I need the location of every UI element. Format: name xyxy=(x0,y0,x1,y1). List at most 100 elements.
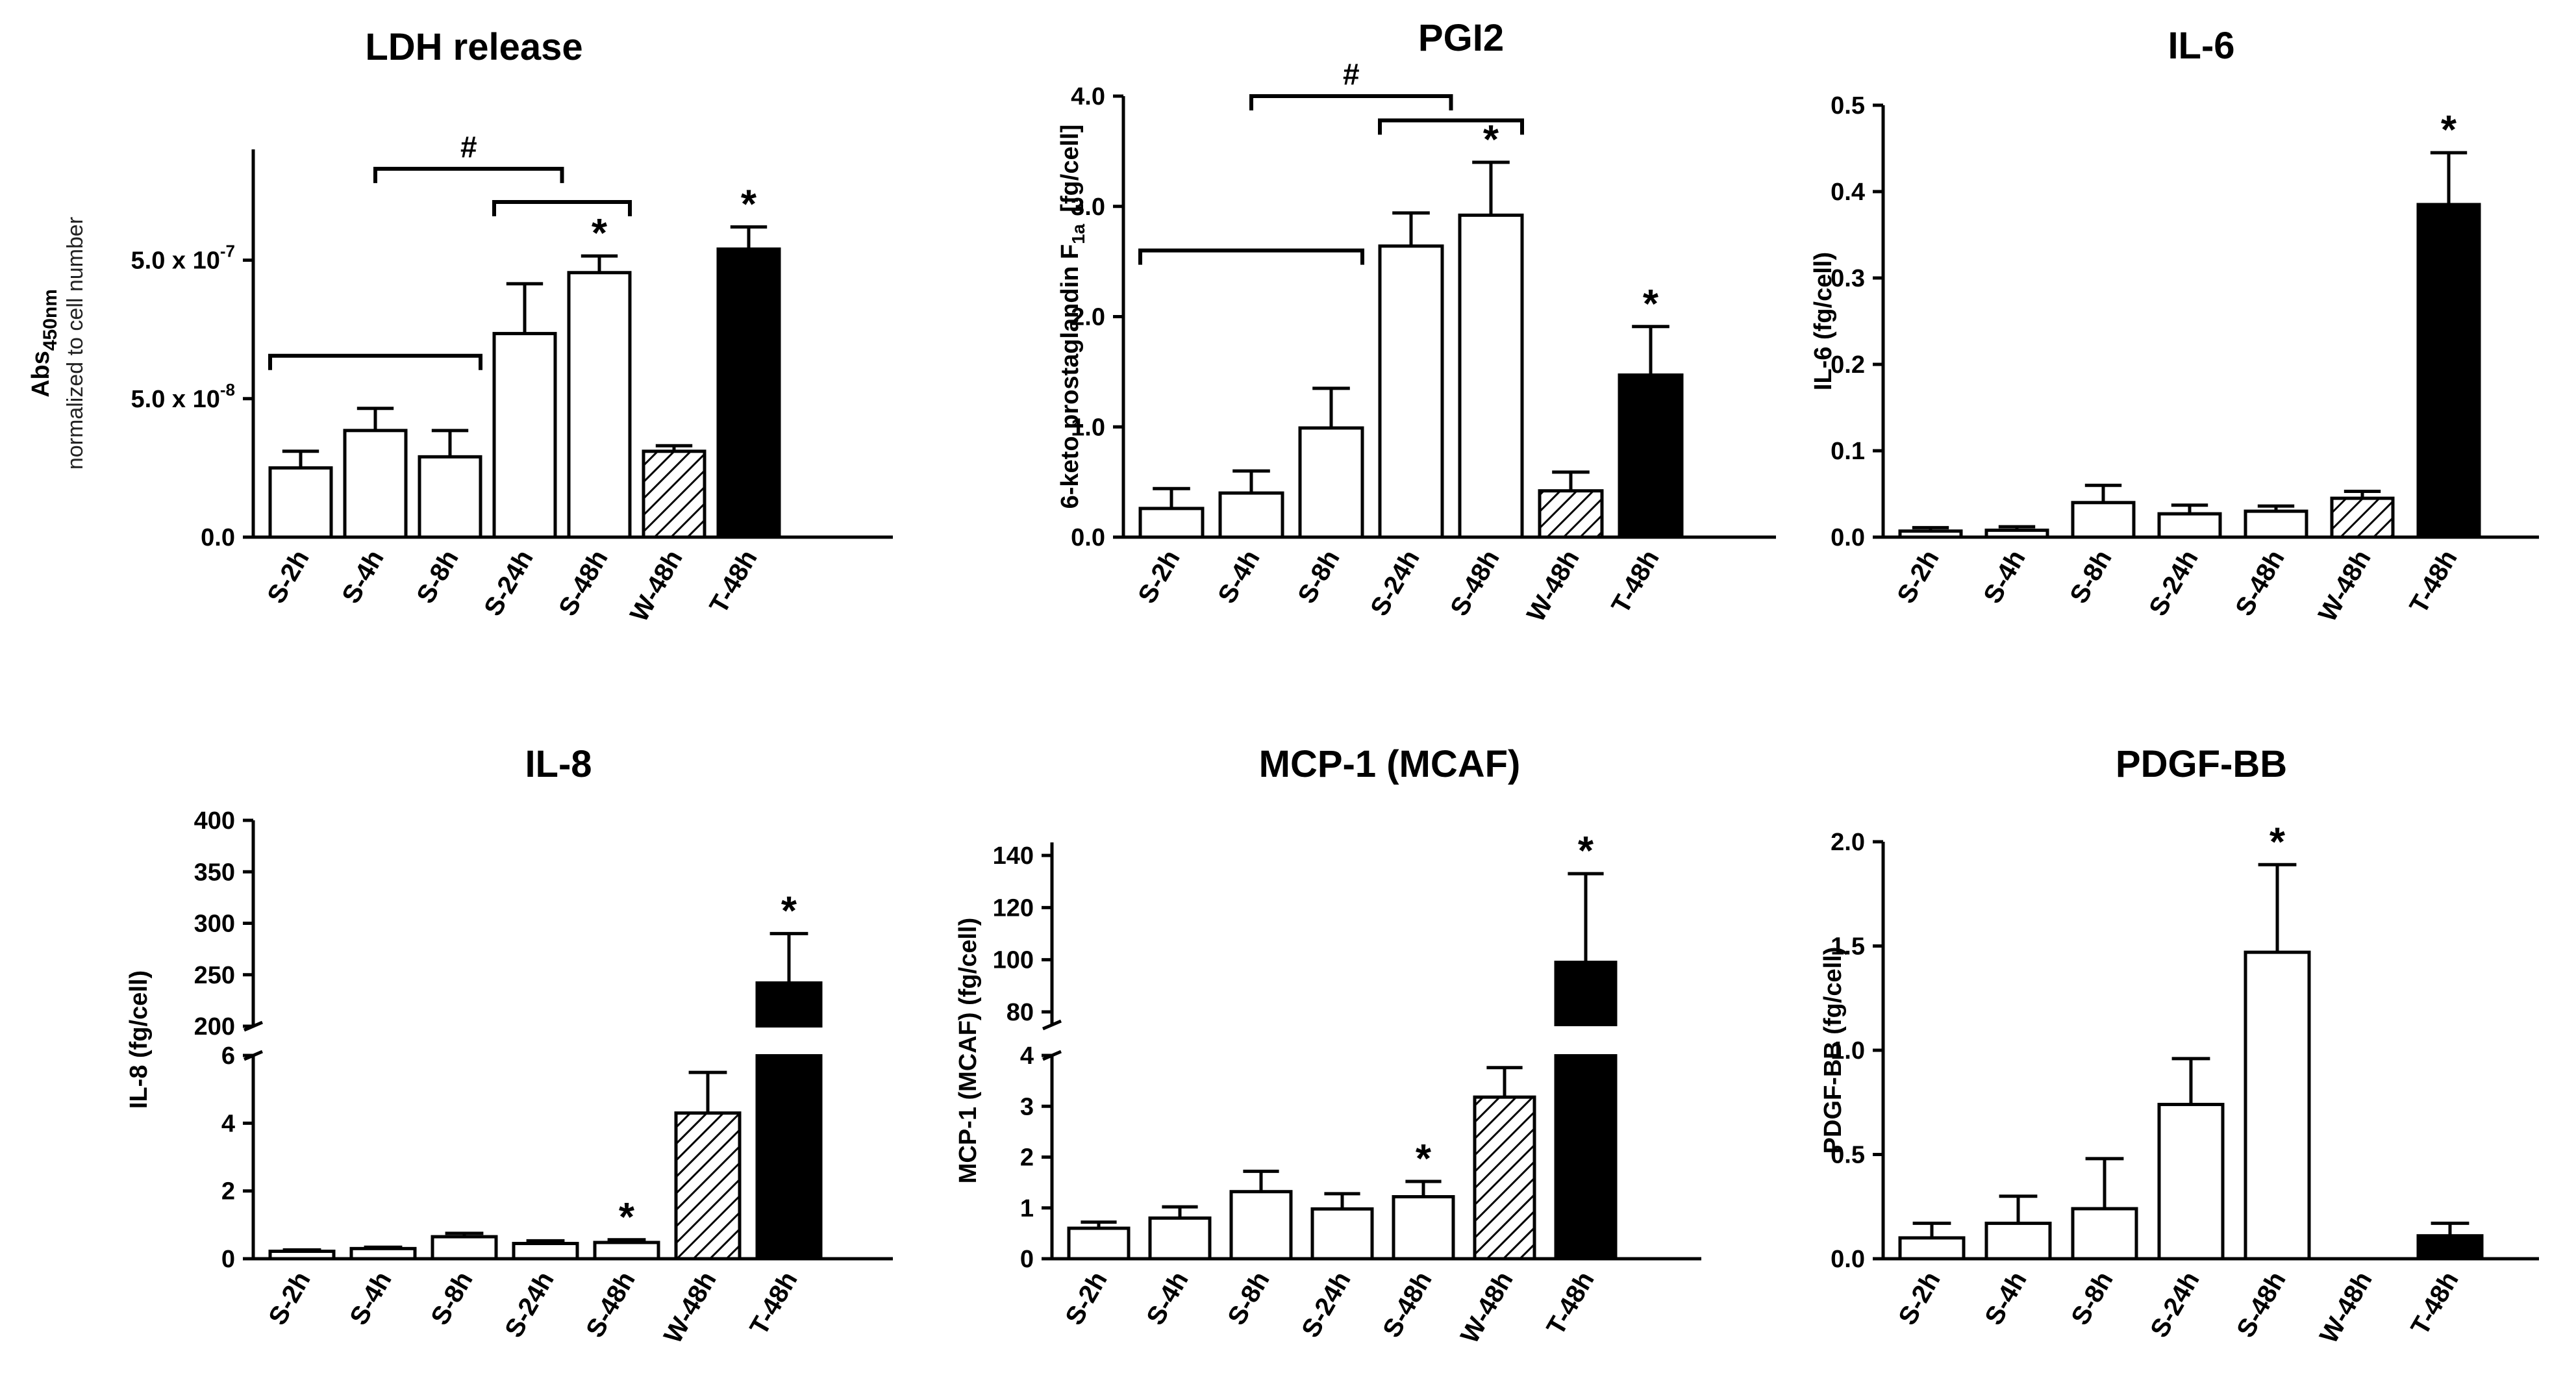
x-tick-label: S-4h xyxy=(336,546,389,609)
y-tick-label: 0.0 xyxy=(1831,1246,1865,1273)
bar-w-48h xyxy=(2330,496,2395,539)
y-tick-label: 0.3 xyxy=(1831,265,1865,292)
chart-title: LDH release xyxy=(365,26,582,68)
bar-s-48h xyxy=(2244,950,2311,1261)
x-tick-label: S-48h xyxy=(2230,546,2290,621)
bar-s-24h xyxy=(492,332,557,539)
x-tick-label-group: T-48h xyxy=(704,546,762,618)
x-tick-label: S-48h xyxy=(1377,1267,1438,1343)
x-tick-label-group: T-48h xyxy=(2405,1267,2464,1340)
y-tick-label: 3 xyxy=(1020,1093,1034,1120)
x-tick-label-group: S-4h xyxy=(336,546,389,609)
x-tick-label-group: W-48h xyxy=(2314,1267,2378,1348)
significance-star: * xyxy=(1416,1137,1432,1181)
x-tick-label-group: S-4h xyxy=(1979,1267,2032,1330)
bar-s-2h xyxy=(268,466,333,539)
x-tick-label: S-24h xyxy=(479,546,539,621)
x-tick-label-group: W-48h xyxy=(1521,546,1585,627)
bar-s-8h xyxy=(2071,1207,2138,1261)
y-tick-label: 80 xyxy=(1007,999,1034,1026)
bar-s-48h xyxy=(1392,1195,1455,1261)
x-tick-label-group: S-48h xyxy=(2231,1267,2292,1343)
y-tick-label: 250 xyxy=(194,962,235,989)
bar-s-8h xyxy=(418,455,482,539)
x-tick-label-group: S-24h xyxy=(2145,1267,2205,1343)
bar-t-48h xyxy=(1554,961,1618,1261)
bar-s-4h xyxy=(1984,528,2049,539)
y-axis-label: IL-6 (fg/cell) xyxy=(1810,252,1837,390)
y-tick-label: 200 xyxy=(194,1013,235,1041)
x-tick-label: W-48h xyxy=(1455,1267,1519,1348)
bar-s-48h xyxy=(593,1241,660,1261)
x-tick-label-group: S-24h xyxy=(1365,546,1425,621)
comparison-bracket xyxy=(1138,248,1364,265)
significance-star: * xyxy=(1483,118,1499,162)
x-tick-label: S-2h xyxy=(1893,1267,1945,1330)
x-tick-label: S-4h xyxy=(1212,546,1265,609)
x-tick-label-group: S-4h xyxy=(1141,1267,1194,1330)
x-tick-label-group: T-48h xyxy=(1541,1267,1599,1340)
y-tick-label: 6 xyxy=(221,1042,235,1070)
chart-title: IL-8 xyxy=(525,743,592,785)
x-tick-label-group: S-2h xyxy=(1893,1267,1945,1330)
y-tick-label: 400 xyxy=(194,807,235,835)
y-axis-label-group: Abs450nm normalized to cell number xyxy=(27,217,88,470)
bar-s-4h xyxy=(343,429,408,539)
x-tick-label-group: W-48h xyxy=(2313,546,2377,627)
y-axis-label-group: 6-keto prostaglandin F1a[fg/cell] xyxy=(1057,125,1088,509)
x-tick-label: T-48h xyxy=(2405,1267,2464,1340)
x-tick-label: S-8h xyxy=(411,546,464,609)
y-tick-label: 1.0 xyxy=(1831,1037,1865,1065)
x-tick-label: W-48h xyxy=(2314,1267,2378,1348)
significance-star: * xyxy=(1643,282,1659,327)
bar-s-48h xyxy=(1458,213,1524,539)
x-tick-label-group: T-48h xyxy=(744,1267,803,1340)
y-axis-label: Abs450nm xyxy=(27,289,61,397)
y-tick-label: 0.4 xyxy=(1831,179,1865,206)
x-tick-label: W-48h xyxy=(2313,546,2377,627)
x-tick-label: W-48h xyxy=(625,546,688,627)
y-tick-label: 120 xyxy=(993,894,1034,922)
y-tick-label: 0.0 xyxy=(1071,524,1105,551)
panel-ldh-release: LDH release 0.0 5.0 x 10-8 5.0 x 10-7 Abs450… xyxy=(27,26,893,627)
y-tick-label: 4.0 xyxy=(1071,83,1105,110)
x-tick-label: W-48h xyxy=(658,1267,722,1348)
comparison-bracket-outer xyxy=(1249,94,1453,110)
y-tick-label: 0.0 xyxy=(1831,524,1865,551)
x-tick-label-group: S-8h xyxy=(2064,546,2117,609)
comparison-bracket xyxy=(492,200,632,217)
bar-w-48h xyxy=(642,449,707,539)
comparison-bracket-outer xyxy=(373,166,564,183)
y-tick-label: 1 xyxy=(1020,1195,1034,1222)
x-tick-label: S-24h xyxy=(499,1267,560,1343)
x-tick-label: S-2h xyxy=(263,1267,316,1330)
y-tick-label: 2.0 xyxy=(1831,829,1865,856)
bar-s-4h xyxy=(1984,1221,2052,1261)
y-tick-label: 2 xyxy=(1020,1144,1034,1172)
x-tick-label: S-4h xyxy=(344,1267,397,1330)
x-tick-label: S-2h xyxy=(1132,546,1185,609)
y-tick-label: 0.1 xyxy=(1831,438,1865,465)
chart-title: MCP-1 (MCAF) xyxy=(1259,743,1521,785)
x-tick-label: S-2h xyxy=(1060,1267,1112,1330)
x-tick-label: S-8h xyxy=(425,1267,478,1330)
x-tick-label: S-4h xyxy=(1141,1267,1194,1330)
x-tick-label: T-48h xyxy=(744,1267,803,1340)
x-tick-label: S-8h xyxy=(1292,546,1345,609)
y-axis-label-secondary: normalized to cell number xyxy=(63,217,88,470)
x-tick-label-group: S-48h xyxy=(1445,546,1505,621)
panel-il-6: IL-6 0.0 0.1 0.2 0.3 0.4 0.5 IL-6 (fg/cell) S-2h… xyxy=(1810,25,2539,627)
x-tick-label: S-4h xyxy=(1978,546,2031,609)
chart-title: IL-6 xyxy=(2168,25,2234,67)
y-tick-label: 5.0 x 10-8 xyxy=(131,380,235,413)
comparison-hash-label: # xyxy=(460,130,477,164)
bar-s-48h xyxy=(567,271,632,539)
x-tick-label: S-24h xyxy=(1296,1267,1357,1343)
x-tick-label-group: S-2h xyxy=(1060,1267,1112,1330)
x-tick-label: S-48h xyxy=(553,546,614,621)
y-axis-label: PDGF-BB (fg/cell) xyxy=(1819,947,1847,1154)
bar-w-48h xyxy=(1538,489,1604,539)
bar-w-48h xyxy=(674,1111,742,1261)
axis-break-mark xyxy=(1042,1019,1062,1031)
